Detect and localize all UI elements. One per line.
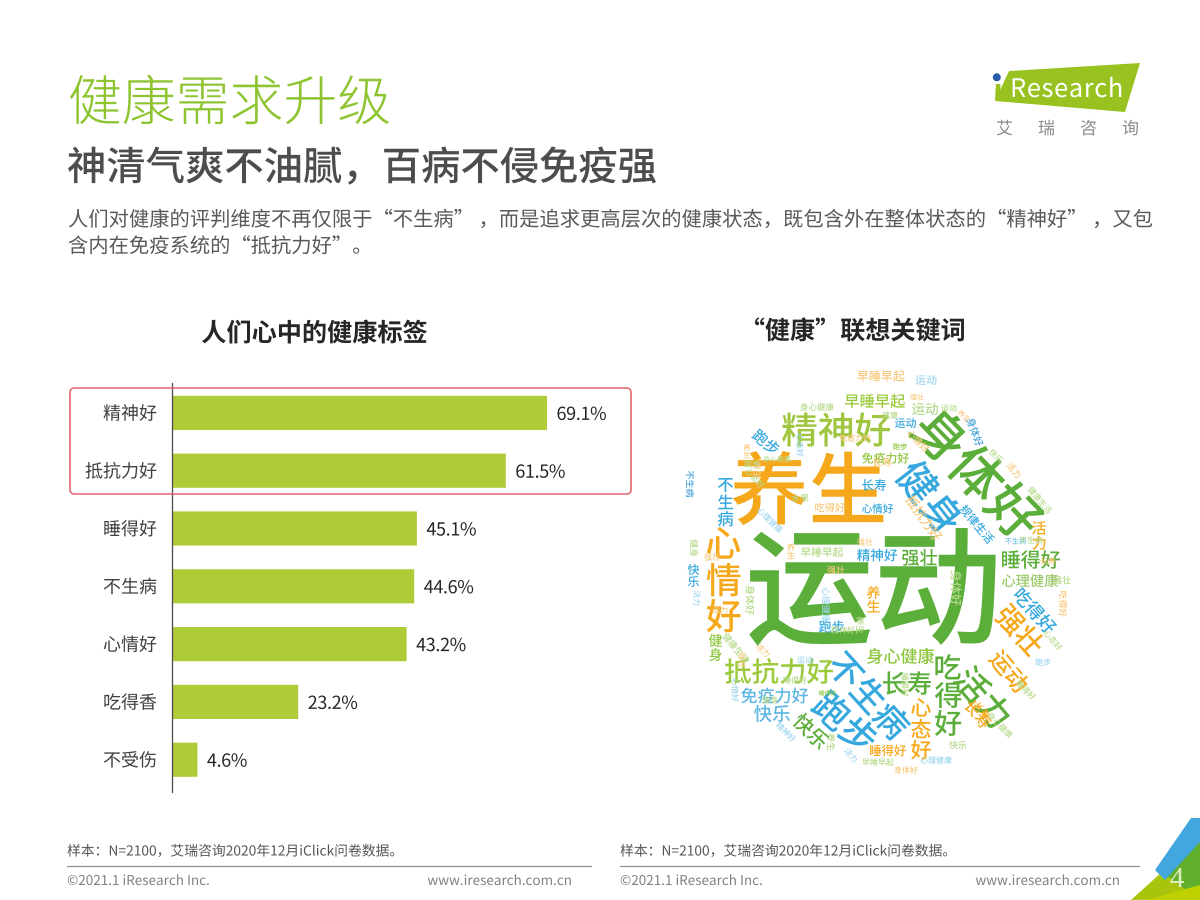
svg-text:4: 4 (1170, 862, 1185, 894)
